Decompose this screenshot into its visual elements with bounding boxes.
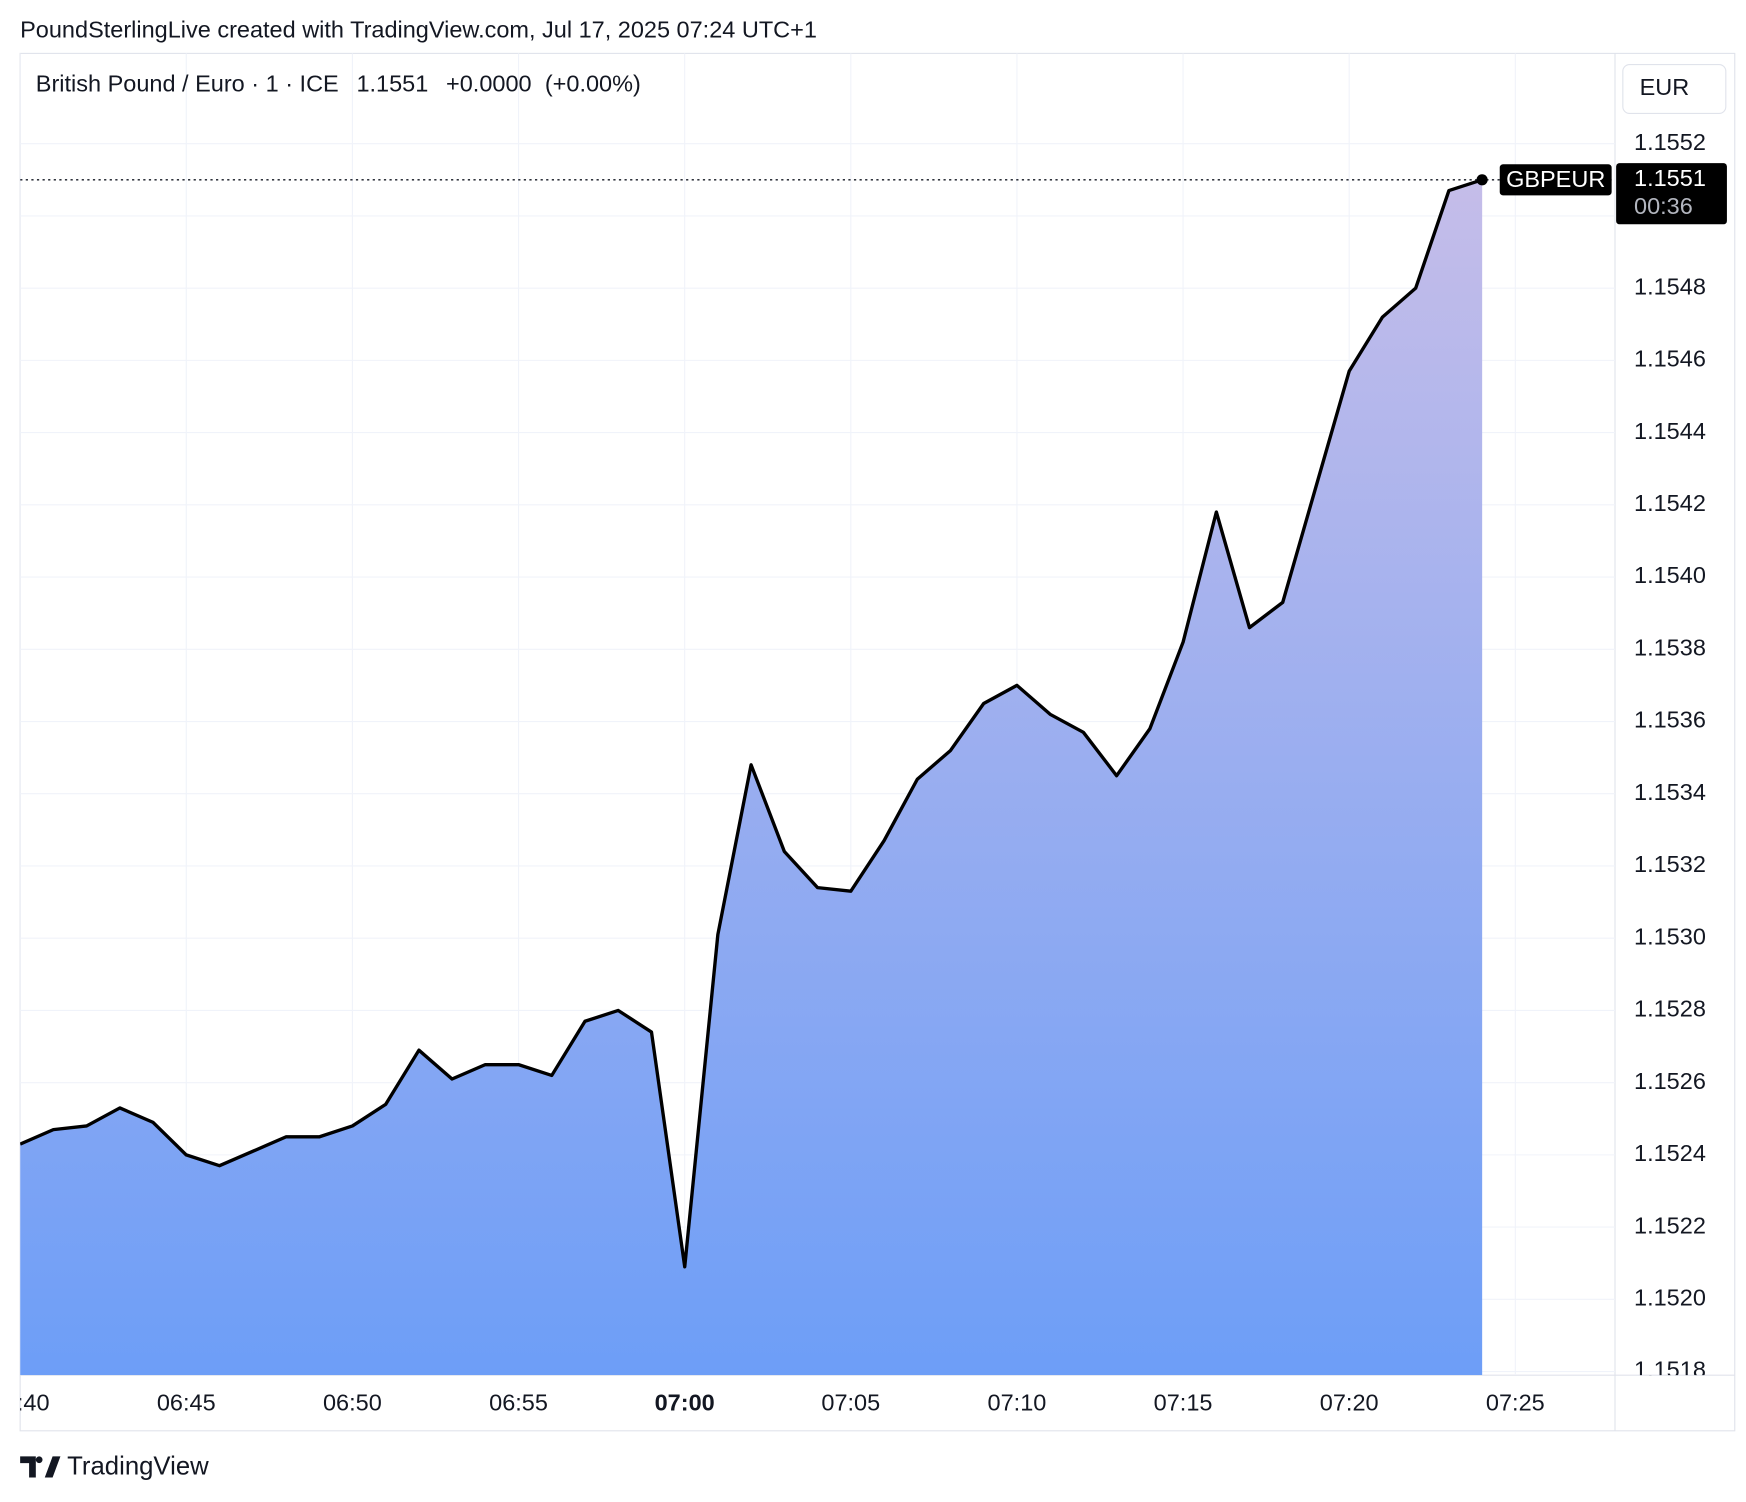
x-tick-label: 06:50 <box>323 1389 382 1415</box>
y-tick-label: 1.1552 <box>1634 129 1706 155</box>
legend-last: 1.1551 <box>356 71 428 97</box>
area-fill <box>20 179 1483 1376</box>
series-label: GBPEUR <box>1506 166 1605 192</box>
y-tick-label: 1.1540 <box>1634 562 1706 588</box>
x-tick-label: 07:25 <box>1486 1389 1545 1415</box>
y-tick-label: 1.1534 <box>1634 779 1706 805</box>
y-tick-label: 1.1522 <box>1634 1212 1706 1238</box>
price-line <box>20 178 1483 1269</box>
legend-symbol: British Pound / Euro · 1 · ICE <box>36 71 339 97</box>
countdown: 00:36 <box>1634 193 1693 219</box>
y-tick-label: 1.1528 <box>1634 996 1706 1022</box>
brand-logo <box>20 1456 61 1478</box>
x-tick-label: 06:45 <box>157 1389 216 1415</box>
y-tick-label: 1.1518 <box>1634 1357 1706 1383</box>
header-title: PoundSterlingLive created with TradingVi… <box>20 16 817 42</box>
y-tick-label: 1.1542 <box>1634 490 1706 516</box>
x-tick-label: 06:55 <box>489 1389 548 1415</box>
currency-button[interactable] <box>1622 63 1727 115</box>
y-tick-label: 1.1532 <box>1634 851 1706 877</box>
y-tick-label: 1.1546 <box>1634 346 1706 372</box>
y-tick-label: 1.1524 <box>1634 1140 1706 1166</box>
brand: TradingView <box>20 1452 209 1480</box>
series-label-box <box>1499 164 1612 196</box>
last-price-label: 1.1551 <box>1634 165 1706 191</box>
x-tick-label: 06:40 <box>0 1389 50 1415</box>
legend: British Pound / Euro · 1 · ICE 1.1551 +0… <box>36 71 641 97</box>
y-tick-label: 1.1526 <box>1634 1068 1706 1094</box>
brand-name: TradingView <box>67 1452 209 1480</box>
x-tick-label: 07:05 <box>821 1389 880 1415</box>
last-price-box <box>1616 163 1727 225</box>
y-tick-label: 1.1544 <box>1634 418 1706 444</box>
x-tick-label: 07:20 <box>1320 1389 1379 1415</box>
y-tick-label: 1.1530 <box>1634 923 1706 949</box>
y-tick-label: 1.1548 <box>1634 273 1706 299</box>
y-tick-label: 1.1536 <box>1634 707 1706 733</box>
x-tick-label: 07:00 <box>655 1389 715 1415</box>
legend-change-pct: (+0.00%) <box>545 71 641 97</box>
x-tick-label: 07:10 <box>988 1389 1047 1415</box>
currency: EUR <box>1640 74 1690 100</box>
y-tick-label: 1.1538 <box>1634 635 1706 661</box>
x-tick-label: 07:15 <box>1154 1389 1213 1415</box>
last-point <box>1476 174 1488 186</box>
legend-change: +0.0000 <box>446 71 532 97</box>
y-tick-label: 1.1520 <box>1634 1285 1706 1311</box>
